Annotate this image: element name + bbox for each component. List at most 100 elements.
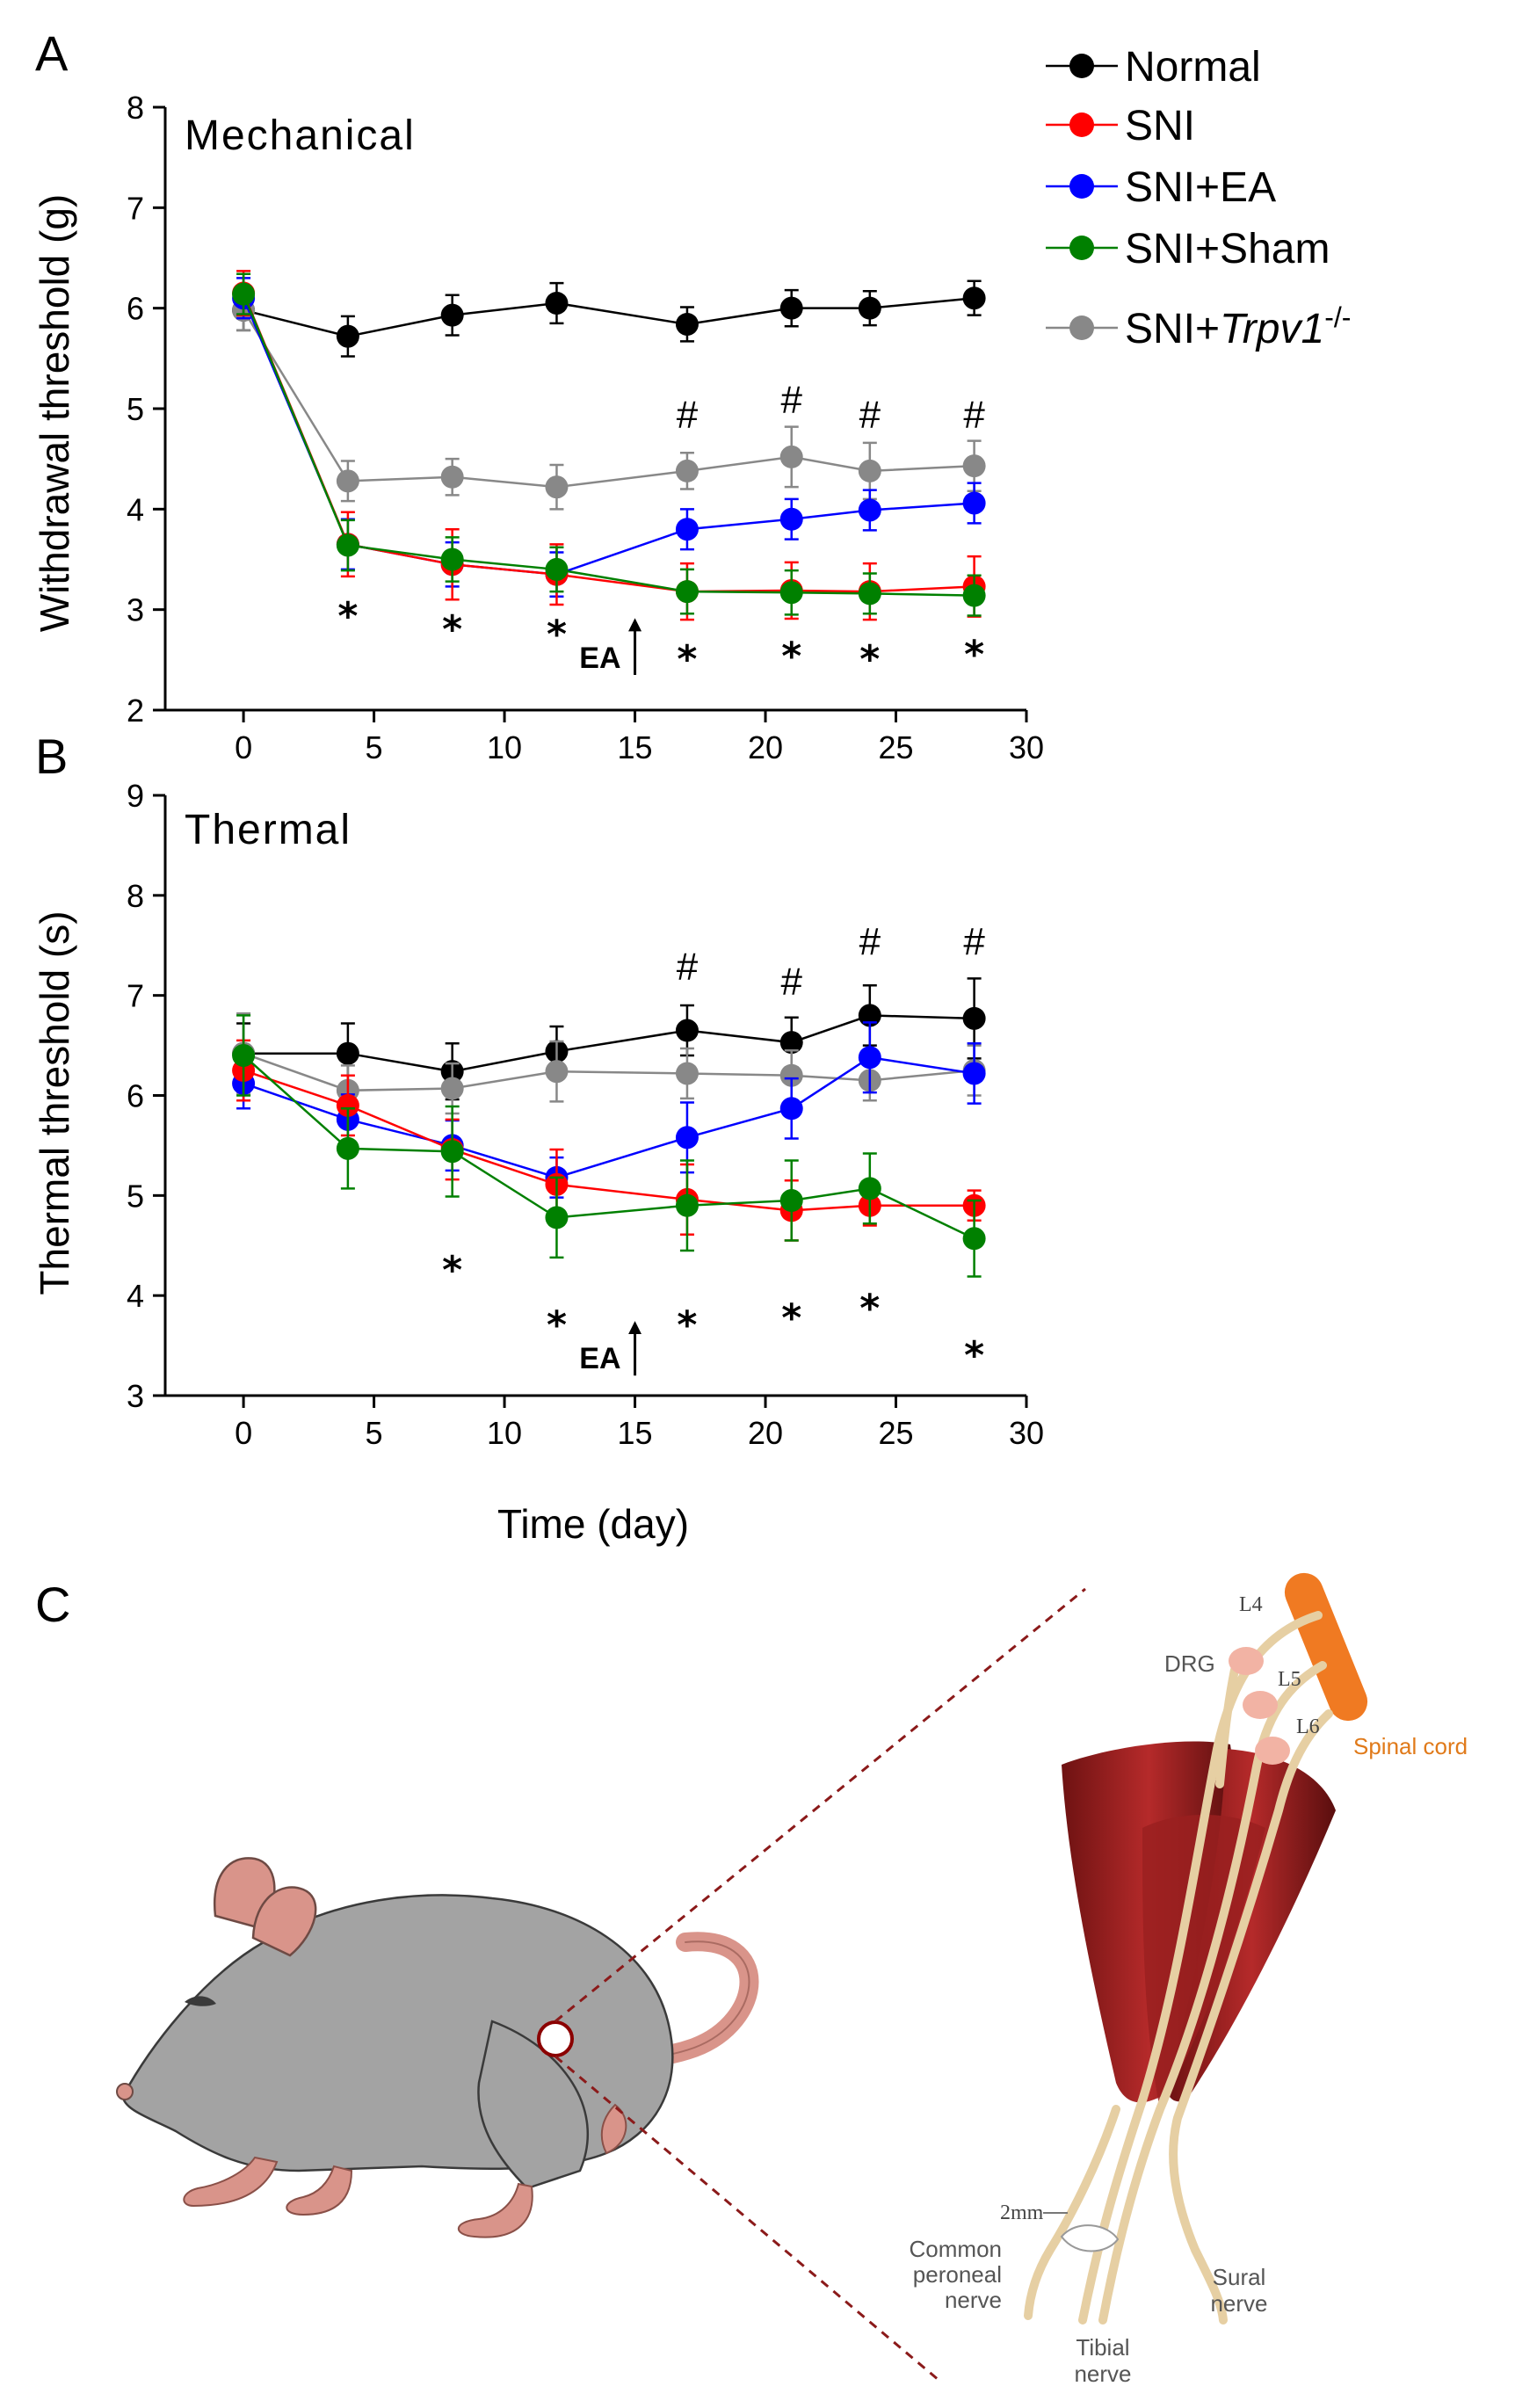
significance-hash: # — [859, 394, 881, 437]
label-l6: L6 — [1296, 1715, 1320, 1738]
data-point — [440, 1140, 464, 1164]
muscle — [1167, 1749, 1336, 2102]
significance-star: * — [677, 1303, 697, 1348]
x-tick-label: 15 — [618, 729, 653, 765]
drg-ganglion — [1229, 1647, 1264, 1675]
series-line — [243, 1052, 975, 1092]
legend-label: SNI+Trpv1-/- — [1125, 301, 1351, 352]
nerve — [1098, 1661, 1327, 2325]
significance-star: * — [781, 635, 801, 679]
y-tick-label: 6 — [127, 1078, 144, 1114]
y-tick-label: 8 — [127, 878, 144, 914]
legend-marker — [1069, 174, 1094, 199]
significance-star: * — [859, 637, 880, 682]
y-axis-label: Thermal threshold (s) — [32, 910, 77, 1295]
x-tick-label: 30 — [1009, 1415, 1044, 1451]
data-point — [675, 1062, 699, 1085]
data-point — [545, 557, 569, 581]
mouse-hind-foot — [457, 2182, 533, 2238]
legend-item: SNI+Sham — [1046, 226, 1330, 272]
mouse-hind-foot — [600, 2103, 627, 2155]
data-point — [858, 498, 881, 522]
data-point — [545, 1206, 569, 1229]
data-point — [675, 459, 699, 482]
series-sni-sham — [232, 272, 986, 617]
significance-hash: # — [859, 920, 881, 963]
data-point — [779, 1097, 803, 1121]
y-tick-label: 9 — [127, 778, 144, 814]
mouse-nose — [116, 2083, 134, 2100]
series-line — [242, 294, 975, 597]
label-sural-nerve: nerve — [1210, 2290, 1267, 2317]
legend-marker — [1069, 54, 1094, 78]
data-point — [962, 454, 986, 478]
legend-item: Normal — [1046, 44, 1261, 91]
y-tick-label: 3 — [127, 592, 144, 628]
legend-marker — [1069, 316, 1094, 340]
legend-label-italic: Trpv1 — [1220, 306, 1324, 352]
significance-hash: # — [677, 946, 699, 989]
data-point — [962, 491, 986, 515]
significance-star: * — [547, 613, 567, 657]
label-spinal-cord: Spinal cord — [1353, 1733, 1468, 1759]
data-point — [675, 1019, 699, 1042]
data-point — [336, 1136, 359, 1160]
label-2mm: 2mm — [1000, 2201, 1044, 2224]
data-point — [779, 1031, 803, 1055]
legend-item: SNI+Trpv1-/- — [1046, 301, 1351, 352]
legend-label: SNI — [1125, 103, 1195, 149]
nerve-clip — [1060, 2224, 1120, 2252]
x-axis-label: Time (day) — [497, 1501, 689, 1547]
mouse-front-foot — [286, 2165, 353, 2216]
significance-star: * — [859, 1286, 880, 1331]
data-point — [858, 1177, 881, 1200]
data-point — [336, 469, 359, 493]
y-tick-label: 5 — [127, 391, 144, 427]
significance-star: * — [442, 1248, 462, 1293]
x-tick-label: 5 — [366, 1415, 383, 1451]
y-tick-label: 8 — [127, 90, 144, 126]
data-point — [336, 533, 359, 557]
panel-label-a: A — [35, 25, 69, 81]
data-point — [962, 1006, 986, 1030]
data-point — [779, 507, 803, 531]
y-tick-label: 7 — [127, 190, 144, 226]
x-tick-label: 20 — [748, 729, 783, 765]
label-common-peroneal: nerve — [945, 2287, 1002, 2313]
significance-star: * — [781, 1296, 801, 1341]
data-point — [962, 286, 986, 310]
y-tick-label: 2 — [127, 693, 144, 729]
data-point — [440, 303, 464, 327]
significance-hash: # — [677, 394, 699, 437]
x-tick-label: 10 — [487, 729, 522, 765]
data-point — [675, 1193, 699, 1217]
significance-hash: # — [780, 379, 802, 422]
spinal-cord — [1284, 1572, 1368, 1722]
nerve — [1024, 2105, 1120, 2320]
series-sni-sham — [232, 1014, 986, 1278]
x-tick-label: 30 — [1009, 729, 1044, 765]
chart-mechanical: Mechanical Withdrawal threshold (g) 2 3 4 5… — [32, 90, 1044, 765]
significance-star: * — [964, 1333, 984, 1378]
ea-label: EA — [579, 1342, 620, 1375]
x-tick-label: 25 — [878, 729, 913, 765]
legend-marker — [1069, 112, 1094, 137]
data-point — [675, 580, 699, 604]
series-line — [243, 1055, 975, 1240]
nerve — [1215, 1665, 1239, 1788]
chart-thermal: Thermal Thermal threshold (s) Time (day)… — [32, 778, 1044, 1547]
drg-ganglion — [1255, 1737, 1290, 1765]
ea-label: EA — [579, 642, 620, 675]
legend-label: Normal — [1125, 44, 1261, 91]
x-tick-label: 5 — [366, 729, 383, 765]
data-point — [962, 584, 986, 607]
mouse-body — [121, 1894, 674, 2172]
data-point — [545, 1060, 569, 1084]
series-line — [243, 309, 975, 489]
legend: Normal SNI SNI+EA SNI+Sham SNI+Trpv1-/- — [1046, 44, 1351, 352]
legend-label-superscript: -/- — [1324, 301, 1351, 333]
significance-star: * — [442, 607, 462, 652]
data-point — [858, 296, 881, 320]
label-l5: L5 — [1278, 1668, 1301, 1691]
series-line — [243, 296, 975, 337]
